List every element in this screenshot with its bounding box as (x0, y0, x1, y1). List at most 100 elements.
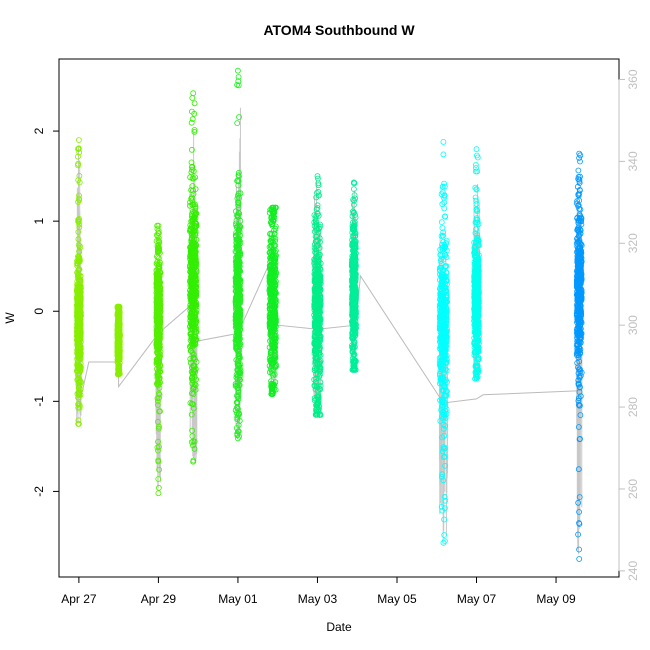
data-point (189, 302, 196, 309)
data-point (154, 398, 161, 405)
data-point (77, 327, 84, 334)
data-point (189, 262, 196, 269)
data-point (190, 324, 197, 331)
data-point (156, 259, 163, 266)
data-point (155, 490, 162, 497)
data-point (75, 199, 81, 205)
data-point (187, 347, 194, 354)
data-point (77, 377, 83, 384)
data-point (73, 308, 80, 315)
data-point (192, 219, 199, 226)
data-point (155, 222, 162, 229)
data-point (155, 244, 162, 251)
data-point (192, 356, 198, 363)
data-point (116, 335, 123, 342)
data-point (191, 128, 198, 135)
data-point (186, 202, 193, 209)
data-point (156, 375, 163, 382)
data-point (190, 458, 197, 465)
data-point (75, 145, 82, 152)
data-point (155, 230, 162, 237)
data-point (115, 307, 122, 314)
data-point (115, 341, 122, 348)
data-point (189, 116, 196, 122)
data-point (76, 137, 82, 144)
cluster-3 (153, 222, 164, 497)
data-point (75, 333, 82, 340)
data-point (156, 384, 163, 391)
data-point (191, 271, 198, 278)
data-point (192, 319, 199, 326)
data-point (189, 253, 196, 260)
data-point (190, 168, 197, 175)
data-point (191, 445, 198, 452)
data-point (187, 268, 194, 275)
data-point (188, 146, 195, 153)
data-point (187, 301, 194, 308)
data-point (156, 281, 163, 288)
data-point (188, 232, 195, 238)
cluster-5 (232, 67, 244, 442)
data-point (188, 313, 195, 320)
data-point (234, 67, 241, 74)
data-point (192, 203, 199, 210)
data-point (155, 363, 162, 370)
data-point (78, 313, 84, 320)
cluster-2 (114, 303, 123, 378)
data-point (156, 261, 163, 268)
data-point (155, 270, 162, 277)
data-point (156, 357, 163, 364)
data-point (115, 329, 121, 336)
data-point (188, 108, 195, 115)
data-point (440, 151, 447, 158)
data-point (189, 427, 196, 434)
data-point (75, 375, 81, 382)
data-point (153, 280, 160, 287)
data-point (156, 310, 163, 317)
data-point (116, 352, 123, 359)
data-point (155, 255, 162, 262)
data-point (74, 289, 80, 296)
cluster-8 (348, 179, 359, 373)
data-point (190, 191, 197, 197)
data-point (440, 138, 447, 145)
data-point (192, 205, 199, 212)
data-point (188, 245, 195, 252)
data-point (192, 174, 199, 181)
data-point (75, 390, 82, 396)
data-point (188, 194, 195, 201)
data-point (190, 238, 196, 245)
data-point (75, 258, 82, 265)
data-point (192, 223, 199, 230)
data-point (74, 328, 80, 334)
data-point (188, 364, 195, 371)
data-point (155, 356, 161, 363)
data-point (156, 466, 163, 473)
cluster-10 (471, 146, 482, 382)
data-point (154, 232, 161, 239)
chart-title: ATOM4 Southbound W (263, 22, 415, 38)
data-point (189, 201, 196, 208)
data-point (114, 347, 121, 354)
data-point (155, 425, 162, 432)
data-point (192, 293, 198, 300)
data-point (190, 355, 197, 361)
data-point (75, 273, 81, 279)
data-point (193, 259, 200, 266)
data-point (155, 262, 162, 269)
data-point (76, 402, 83, 409)
data-point (115, 364, 122, 370)
data-point (77, 298, 84, 305)
data-point (77, 245, 83, 251)
data-point (75, 146, 81, 152)
data-point (189, 166, 196, 173)
data-point (75, 162, 81, 169)
data-point (190, 405, 197, 412)
data-point (115, 303, 122, 310)
data-point (188, 213, 195, 220)
data-point (76, 172, 83, 179)
data-point (190, 338, 197, 345)
data-point (156, 265, 163, 272)
data-point (75, 241, 82, 248)
